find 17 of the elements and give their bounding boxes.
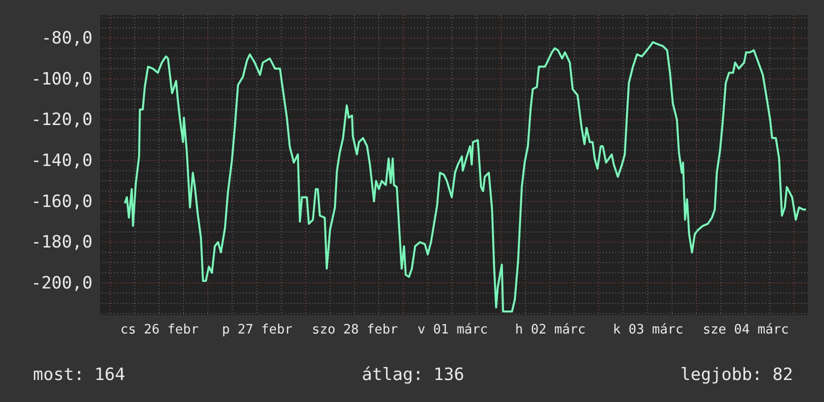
- x-tick-label: h 02 márc: [515, 322, 586, 338]
- x-tick-label: sze 04 márc: [702, 322, 789, 338]
- y-tick-label: -100,0: [31, 69, 92, 90]
- x-tick-label: p 27 febr: [222, 322, 293, 338]
- x-tick-label: szo 28 febr: [312, 322, 398, 338]
- x-tick-label: v 01 márc: [417, 322, 488, 338]
- y-tick-label: -180,0: [31, 232, 92, 253]
- y-tick-label: -140,0: [31, 151, 92, 172]
- text: átlag: 136: [362, 365, 464, 385]
- y-tick-label: -80,0: [41, 28, 92, 49]
- text: legjobb: 82: [680, 365, 793, 385]
- x-tick-label: k 03 márc: [612, 322, 684, 338]
- text: most: 164: [33, 365, 126, 385]
- y-tick-label: -120,0: [31, 110, 92, 130]
- y-tick-label: -200,0: [31, 273, 92, 294]
- y-tick-label: -160,0: [31, 192, 92, 212]
- x-tick-label: cs 26 febr: [120, 322, 199, 338]
